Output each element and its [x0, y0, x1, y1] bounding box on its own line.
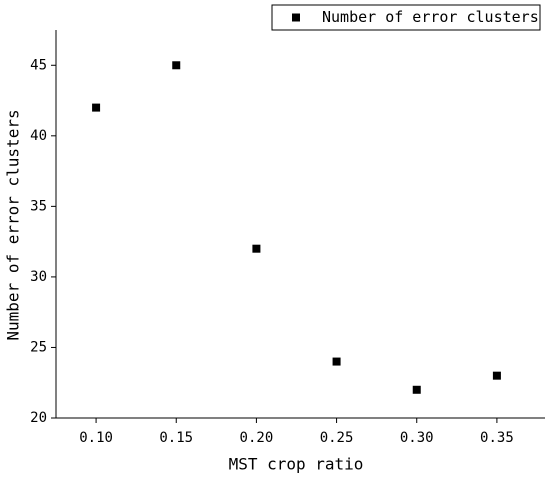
point [172, 61, 181, 70]
y-tick-label: 40 [30, 128, 47, 144]
x-tick-label: 0.25 [320, 430, 354, 446]
x-axis-label: MST crop ratio [229, 455, 364, 474]
y-tick-label: 25 [30, 339, 47, 355]
x-tick-label: 0.35 [480, 430, 514, 446]
point [92, 103, 101, 112]
x-tick-label: 0.20 [240, 430, 274, 446]
point [252, 244, 261, 253]
point [332, 357, 341, 366]
x-tick-label: 0.30 [400, 430, 434, 446]
point [412, 385, 421, 394]
y-tick-label: 30 [30, 269, 47, 285]
legend-label: Number of error clusters [322, 8, 539, 26]
legend-marker [292, 13, 300, 22]
y-tick-label: 45 [30, 57, 47, 73]
y-axis-label: Number of error clusters [4, 109, 23, 340]
x-tick-label: 0.10 [79, 430, 113, 446]
y-tick-label: 35 [30, 198, 47, 214]
y-tick-label: 20 [30, 410, 47, 426]
x-tick-label: 0.15 [159, 430, 193, 446]
point [492, 371, 501, 380]
legend-box [271, 4, 541, 31]
